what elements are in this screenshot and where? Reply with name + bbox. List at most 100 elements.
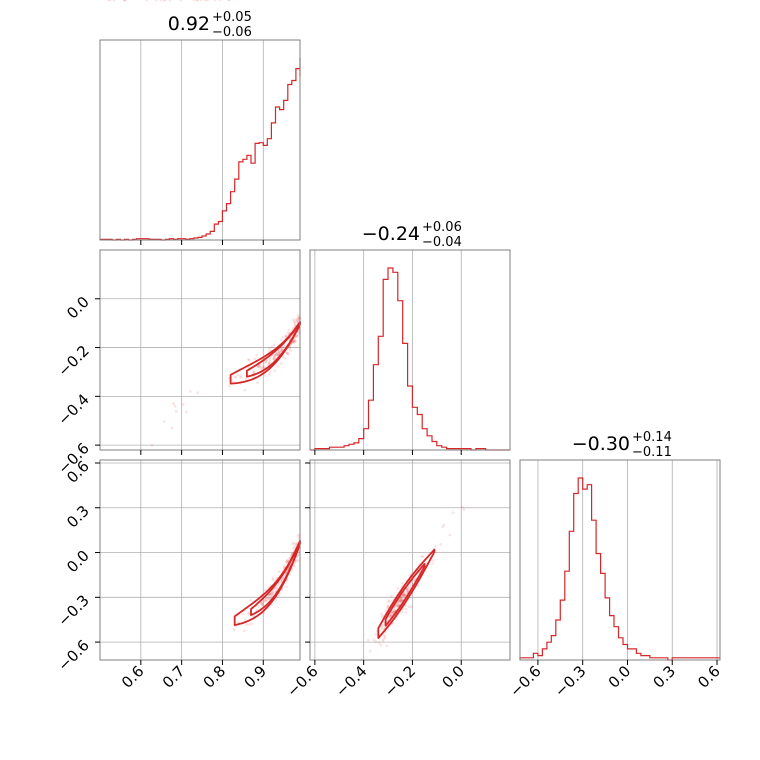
scatter-point: [462, 508, 466, 511]
title-0-median: 0.92: [168, 13, 210, 35]
scatter-point: [271, 593, 275, 596]
scatter-point: [430, 561, 434, 565]
scatter-point: [372, 638, 376, 642]
x-tick-label: −0.3: [551, 662, 589, 700]
scatter-point: [270, 345, 274, 349]
scatter-point: [401, 594, 405, 597]
scatter-point: [293, 564, 296, 568]
scatter-point: [257, 364, 261, 368]
scatter-point: [295, 319, 299, 322]
scatter-point: [366, 638, 370, 642]
scatter-point: [296, 313, 300, 317]
scatter-point: [399, 598, 402, 602]
scatter-point: [416, 584, 420, 587]
scatter-point: [281, 335, 285, 339]
scatter-point: [264, 599, 267, 602]
scatter-point: [368, 649, 372, 653]
scatter-point: [294, 323, 297, 326]
scatter-points-0: [150, 313, 302, 447]
scatter-point: [253, 357, 257, 361]
scatter-point: [288, 556, 292, 560]
title-1-median: −0.24: [362, 223, 420, 245]
scatter-point: [460, 505, 464, 509]
scatter-point: [286, 331, 290, 335]
scatter-point: [296, 318, 300, 322]
scatter-point: [272, 357, 276, 361]
scatter-point: [286, 559, 290, 563]
scatter-point: [292, 547, 295, 550]
scatter-point: [381, 624, 385, 627]
scatter-point: [280, 338, 283, 342]
scatter-point: [123, 0, 127, 2]
scatter-point: [181, 402, 185, 406]
scatter-point: [272, 354, 276, 357]
scatter-point: [384, 609, 388, 613]
scatter-point: [286, 352, 290, 355]
scatter-point: [267, 361, 271, 365]
scatter-point: [170, 426, 174, 430]
scatter-point: [296, 333, 300, 337]
scatter-point: [402, 593, 405, 597]
scatter-point: [263, 588, 267, 592]
scatter-point: [262, 365, 266, 369]
scatter-point: [286, 352, 290, 356]
scatter-point: [402, 593, 406, 597]
panel-frame: [519, 459, 721, 661]
scatter-point: [272, 343, 276, 347]
scatter-point: [291, 340, 295, 344]
scatter-point: [391, 611, 395, 615]
scatter-point: [389, 613, 393, 616]
scatter-point: [398, 600, 401, 604]
scatter-point: [192, 0, 196, 2]
scatter-point: [243, 388, 247, 392]
scatter-point: [261, 600, 265, 603]
y-tick-label: −0.4: [54, 390, 92, 428]
title-2-upper: +0.14: [632, 430, 672, 445]
scatter-point: [247, 623, 250, 626]
scatter-point: [267, 597, 271, 601]
scatter-point: [275, 353, 279, 356]
scatter-point: [174, 410, 178, 413]
scatter-point: [275, 587, 279, 590]
scatter-point: [294, 340, 298, 343]
histogram-2: [519, 477, 720, 661]
scatter-point: [179, 0, 183, 2]
scatter-point: [407, 605, 411, 609]
scatter-point: [380, 625, 384, 629]
scatter-point: [404, 607, 408, 611]
scatter-point: [268, 370, 271, 373]
scatter-point: [264, 599, 268, 603]
scatter-point: [408, 586, 411, 589]
scatter-point: [431, 559, 435, 562]
scatter-point: [390, 594, 393, 598]
scatter-point: [247, 611, 251, 615]
scatter-point: [265, 596, 268, 600]
scatter-point: [400, 595, 404, 599]
contour-inner: [384, 563, 426, 627]
scatter-point: [294, 318, 298, 322]
scatter-point: [404, 611, 408, 614]
scatter-point: [273, 354, 277, 358]
scatter-point: [405, 587, 409, 591]
scatter-point: [150, 444, 154, 447]
scatter-point: [267, 372, 271, 376]
y-tick-label: −0.2: [54, 342, 92, 380]
x-tick-label: 0.0: [438, 662, 468, 692]
scatter-point: [275, 576, 278, 580]
scatter-point: [273, 369, 277, 372]
scatter-point: [218, 0, 222, 2]
scatter-point: [448, 533, 452, 537]
scatter-point: [293, 545, 297, 548]
scatter-point: [293, 541, 296, 545]
contour-outer: [233, 540, 301, 626]
scatter-point: [399, 597, 403, 600]
scatter-point: [269, 594, 273, 597]
ticks-layer: 0.6 0.7 0.8 0.9 −0.6 −0.4 −0.2 0.0 −0.6 −0.3 0.0 0.…: [54, 240, 724, 701]
scatter-point: [280, 580, 283, 583]
scatter-point: [267, 346, 271, 350]
contour-outer: [377, 548, 436, 639]
x-tick-label: 0.6: [694, 662, 724, 692]
scatter-point: [267, 361, 271, 365]
x-tick-label: 0.6: [118, 662, 148, 692]
scatter-point: [268, 597, 271, 601]
